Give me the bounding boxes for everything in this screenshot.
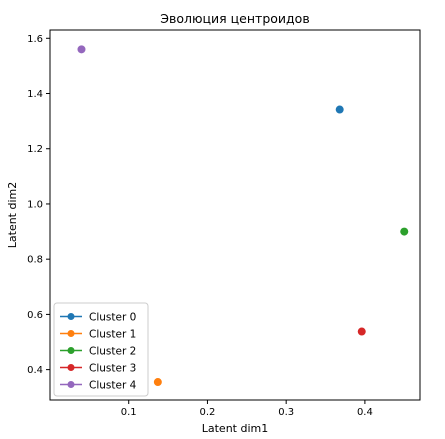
x-tick-label: 0.4 <box>357 407 373 418</box>
legend-label: Cluster 4 <box>89 380 137 392</box>
y-tick-label: 1.4 <box>27 89 43 100</box>
legend-label: Cluster 3 <box>89 363 136 375</box>
y-tick-label: 0.6 <box>27 310 43 321</box>
legend-marker <box>67 364 75 371</box>
y-axis-label: Latent dim2 <box>6 182 19 248</box>
x-tick-label: 0.3 <box>278 407 294 418</box>
x-axis-label: Latent dim1 <box>202 422 268 435</box>
legend-box <box>53 302 149 397</box>
legend-marker <box>67 330 75 337</box>
data-point-cluster-2 <box>400 227 409 236</box>
data-point-cluster-3 <box>357 327 366 336</box>
legend-label: Cluster 1 <box>89 329 136 341</box>
x-tick-label: 0.2 <box>199 407 215 418</box>
data-point-cluster-0 <box>335 105 344 114</box>
legend-marker <box>67 381 75 388</box>
x-tick-label: 0.1 <box>121 407 137 418</box>
legend-marker <box>67 313 75 320</box>
axes-ticks: 0.1 0.2 0.3 0.4 0.4 0.6 0.8 1.0 1.2 1.4 1.6 <box>27 34 373 418</box>
y-tick-label: 0.8 <box>27 255 43 266</box>
legend-label: Cluster 2 <box>89 346 136 358</box>
y-tick-label: 1.6 <box>27 34 43 45</box>
y-tick-label: 1.0 <box>27 199 43 210</box>
y-tick-label: 0.4 <box>27 365 43 376</box>
legend: Cluster 0 Cluster 1 Cluster 2 Cluster 3 Clus… <box>53 302 149 397</box>
y-tick-label: 1.2 <box>27 144 43 155</box>
chart-title: Эволюция центроидов <box>160 11 309 26</box>
data-point-cluster-1 <box>153 378 162 387</box>
legend-marker <box>67 347 75 354</box>
legend-label: Cluster 0 <box>89 312 136 324</box>
data-point-cluster-4 <box>77 45 86 54</box>
